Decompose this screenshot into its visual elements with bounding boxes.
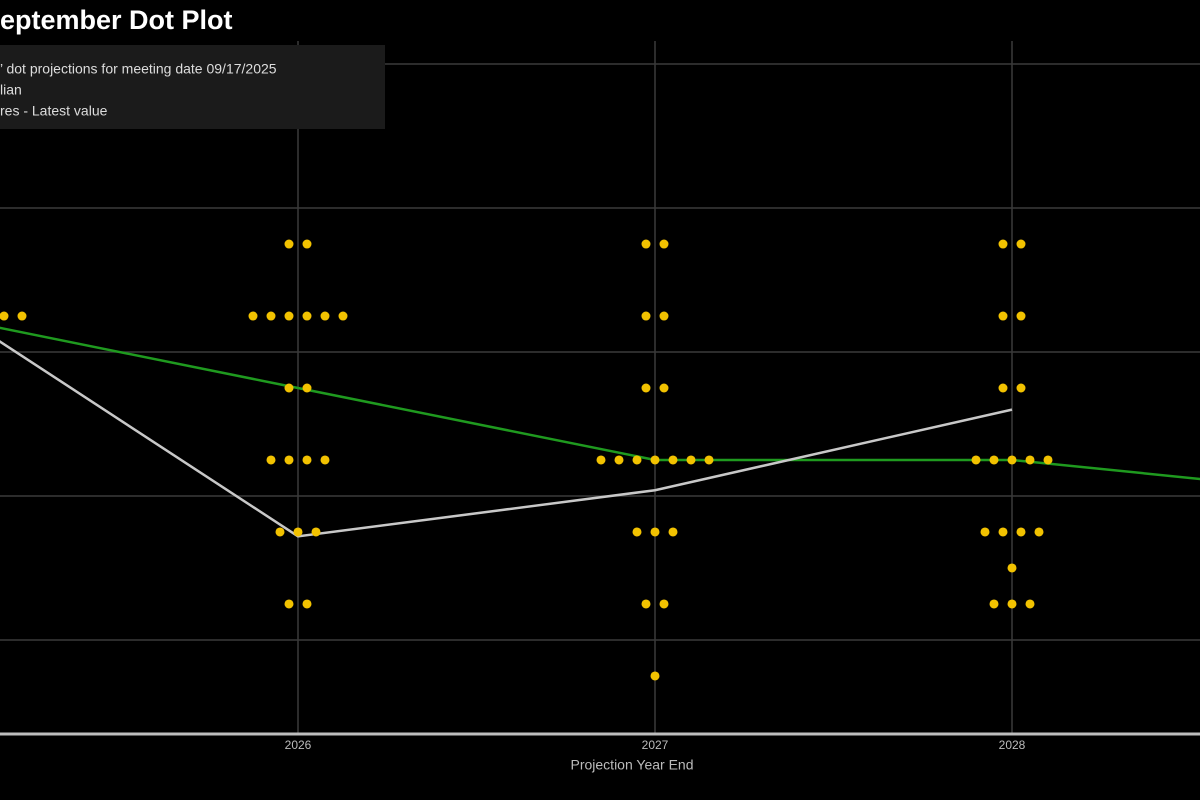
dot — [275, 527, 285, 537]
dot — [320, 311, 330, 321]
dot — [1007, 455, 1017, 465]
dot — [659, 239, 669, 249]
dot — [596, 455, 606, 465]
dot — [293, 527, 303, 537]
chart-title: eptember Dot Plot — [0, 5, 233, 35]
x-tick-label: 2028 — [999, 738, 1026, 752]
dot — [266, 455, 276, 465]
dot — [17, 311, 27, 321]
dot — [266, 311, 276, 321]
legend-entry: res - Latest value — [0, 103, 108, 119]
dot — [989, 455, 999, 465]
dot — [302, 239, 312, 249]
dot — [614, 455, 624, 465]
legend-entry: lian — [0, 82, 22, 98]
dot — [1016, 239, 1026, 249]
dot — [302, 455, 312, 465]
dot — [320, 455, 330, 465]
dot — [302, 599, 312, 609]
dot — [1025, 599, 1035, 609]
dot — [659, 383, 669, 393]
dot — [632, 527, 642, 537]
dot — [632, 455, 642, 465]
dot — [284, 599, 294, 609]
dot — [0, 311, 9, 321]
dot — [650, 671, 660, 681]
dot — [284, 239, 294, 249]
dot — [338, 311, 348, 321]
legend-box — [0, 45, 385, 129]
dot — [1016, 383, 1026, 393]
dot — [284, 455, 294, 465]
dot — [302, 311, 312, 321]
dot — [980, 527, 990, 537]
dot — [284, 383, 294, 393]
dot — [1043, 455, 1053, 465]
dot — [641, 311, 651, 321]
dot — [650, 527, 660, 537]
dot — [248, 311, 258, 321]
dot — [650, 455, 660, 465]
dot — [998, 527, 1008, 537]
dot — [1007, 563, 1017, 573]
dot — [1007, 599, 1017, 609]
dot — [668, 527, 678, 537]
dot — [284, 311, 294, 321]
dot — [641, 599, 651, 609]
dot — [998, 383, 1008, 393]
dot — [311, 527, 321, 537]
dot — [686, 455, 696, 465]
plot-area: 2.533.544.5202620272028 — [0, 41, 1200, 752]
dot — [641, 239, 651, 249]
x-tick-label: 2026 — [285, 738, 312, 752]
dot — [998, 239, 1008, 249]
dot — [998, 311, 1008, 321]
dot — [971, 455, 981, 465]
dot — [659, 311, 669, 321]
x-tick-label: 2027 — [642, 738, 669, 752]
dot — [668, 455, 678, 465]
x-axis-title: Projection Year End — [571, 757, 694, 773]
dot — [1016, 311, 1026, 321]
dot — [1016, 527, 1026, 537]
dot — [641, 383, 651, 393]
series-line — [0, 340, 1013, 538]
dot — [302, 383, 312, 393]
dot — [704, 455, 714, 465]
dot — [1025, 455, 1035, 465]
dot — [1034, 527, 1044, 537]
dot — [989, 599, 999, 609]
legend-entry: ’ dot projections for meeting date 09/17… — [0, 61, 277, 77]
dot — [659, 599, 669, 609]
